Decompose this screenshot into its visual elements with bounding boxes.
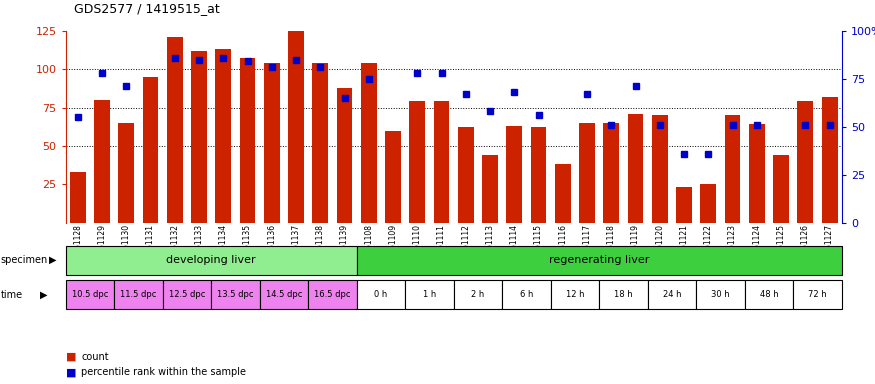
Bar	[167, 37, 183, 223]
Text: ▶: ▶	[49, 255, 57, 265]
Bar	[66, 280, 114, 309]
Bar	[260, 280, 308, 309]
Text: time: time	[1, 290, 23, 300]
Text: 12.5 dpc: 12.5 dpc	[169, 290, 205, 299]
Bar	[676, 187, 692, 223]
Text: regenerating liver: regenerating liver	[549, 255, 649, 265]
Bar	[701, 184, 717, 223]
Bar	[240, 58, 256, 223]
Bar	[66, 246, 357, 275]
Bar	[458, 127, 473, 223]
Text: 24 h: 24 h	[662, 290, 682, 299]
Text: 10.5 dpc: 10.5 dpc	[72, 290, 108, 299]
Text: 14.5 dpc: 14.5 dpc	[266, 290, 302, 299]
Text: GDS2577 / 1419515_at: GDS2577 / 1419515_at	[74, 2, 220, 15]
Bar	[794, 280, 842, 309]
Bar	[555, 164, 570, 223]
Bar	[531, 127, 547, 223]
Bar	[114, 280, 163, 309]
Bar	[143, 77, 158, 223]
Text: percentile rank within the sample: percentile rank within the sample	[81, 367, 247, 377]
Bar	[599, 280, 648, 309]
Bar	[337, 88, 353, 223]
Text: 48 h: 48 h	[760, 290, 778, 299]
Bar	[288, 31, 304, 223]
Bar	[312, 63, 328, 223]
Bar	[696, 280, 745, 309]
Bar	[434, 101, 450, 223]
Text: developing liver: developing liver	[166, 255, 256, 265]
Text: 13.5 dpc: 13.5 dpc	[217, 290, 254, 299]
Bar	[648, 280, 696, 309]
Text: 18 h: 18 h	[614, 290, 633, 299]
Text: 30 h: 30 h	[711, 290, 730, 299]
Text: 6 h: 6 h	[520, 290, 533, 299]
Bar	[627, 114, 643, 223]
Text: specimen: specimen	[1, 255, 48, 265]
Bar	[604, 123, 620, 223]
Text: 1 h: 1 h	[423, 290, 436, 299]
Bar	[724, 115, 740, 223]
Bar	[385, 131, 401, 223]
Bar	[507, 126, 522, 223]
Bar	[410, 101, 425, 223]
Text: ■: ■	[66, 352, 76, 362]
Bar	[774, 155, 789, 223]
Text: ■: ■	[66, 367, 76, 377]
Bar	[211, 280, 260, 309]
Bar	[502, 280, 550, 309]
Bar	[308, 280, 357, 309]
Bar	[822, 97, 837, 223]
Bar	[797, 101, 813, 223]
Bar	[550, 280, 599, 309]
Bar	[94, 100, 110, 223]
Text: 16.5 dpc: 16.5 dpc	[314, 290, 351, 299]
Bar	[357, 280, 405, 309]
Text: 0 h: 0 h	[374, 290, 388, 299]
Bar	[652, 115, 668, 223]
Bar	[357, 246, 842, 275]
Bar	[70, 172, 86, 223]
Bar	[579, 123, 595, 223]
Text: count: count	[81, 352, 109, 362]
Bar	[118, 123, 134, 223]
Text: 12 h: 12 h	[566, 290, 584, 299]
Text: 11.5 dpc: 11.5 dpc	[120, 290, 157, 299]
Bar	[163, 280, 211, 309]
Text: 72 h: 72 h	[808, 290, 827, 299]
Bar	[745, 280, 794, 309]
Text: ▶: ▶	[40, 290, 48, 300]
Bar	[405, 280, 454, 309]
Bar	[264, 63, 280, 223]
Text: 2 h: 2 h	[472, 290, 485, 299]
Bar	[360, 63, 376, 223]
Bar	[191, 51, 206, 223]
Bar	[749, 124, 765, 223]
Bar	[215, 49, 231, 223]
Bar	[482, 155, 498, 223]
Bar	[454, 280, 502, 309]
